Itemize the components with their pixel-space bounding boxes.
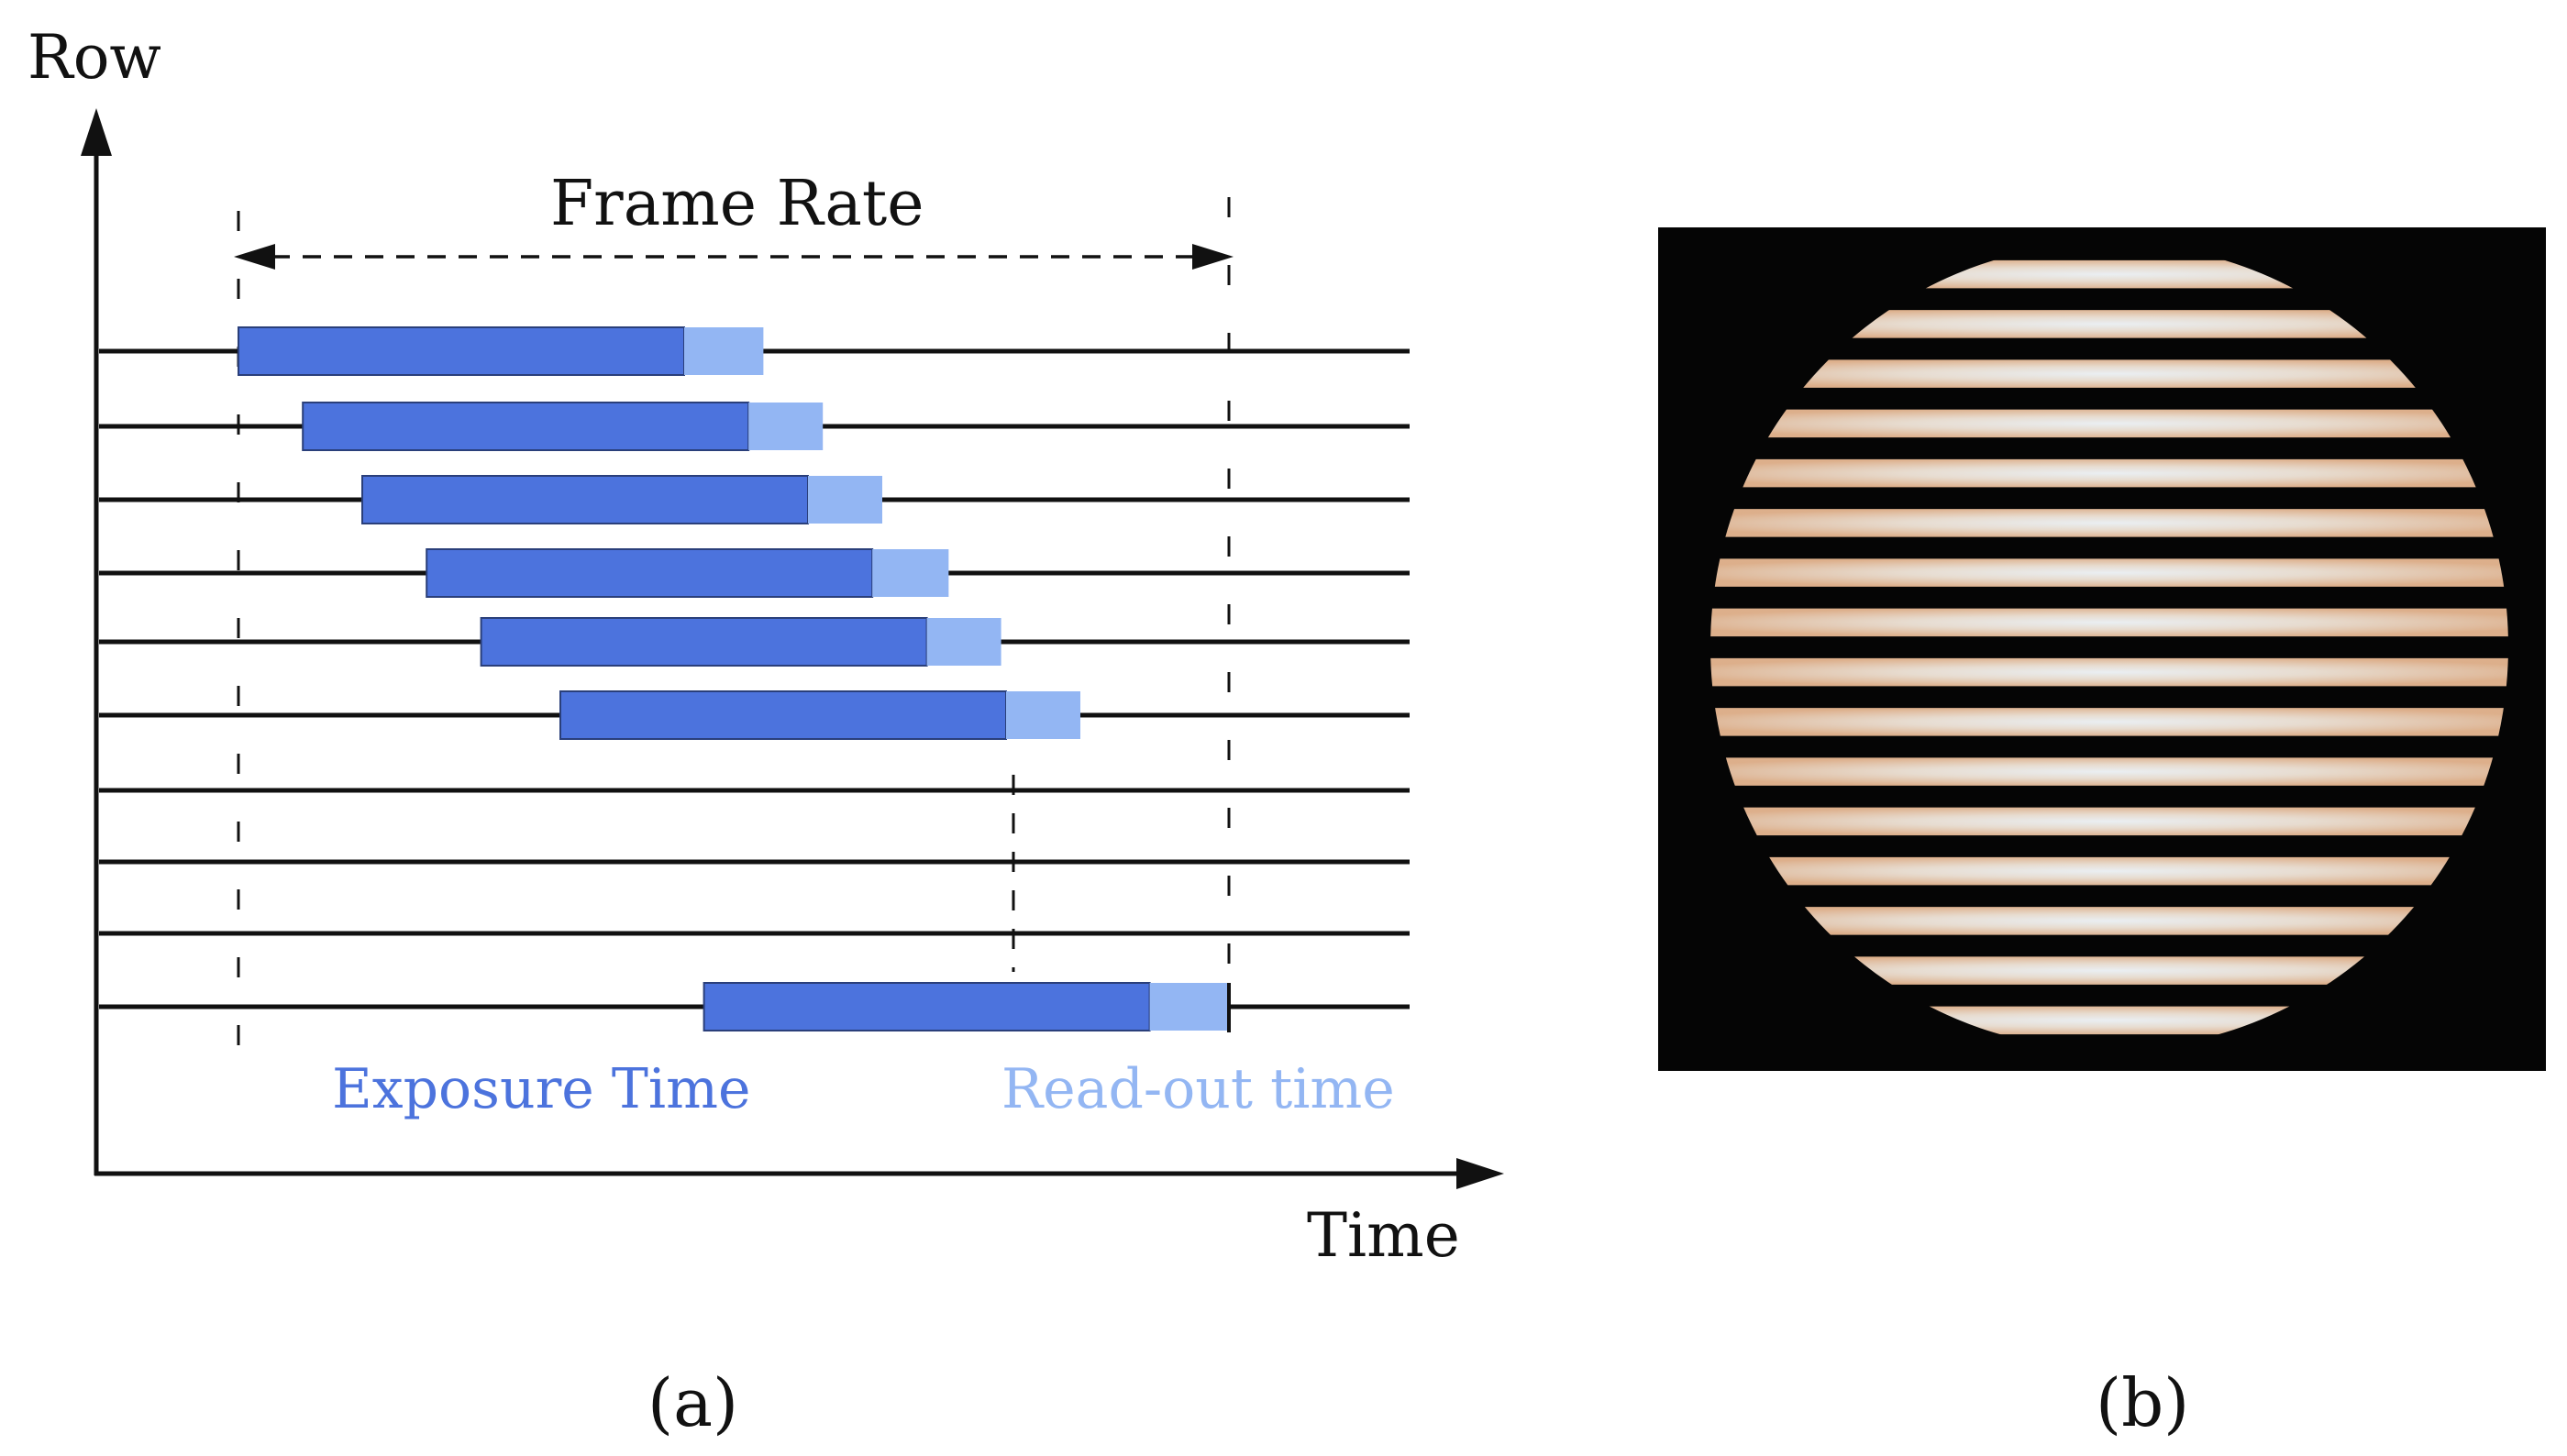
panel-a-timing-diagram: Row Time Frame Rate Exposure Time Read-o…	[28, 22, 1504, 1271]
light-stripe	[1710, 608, 2508, 637]
readout-bar	[684, 327, 764, 375]
exposure-bar	[703, 982, 1151, 1031]
x-axis-label: Time	[1307, 1200, 1460, 1271]
exposure-bars-group	[238, 326, 1231, 1032]
light-stripe	[1710, 856, 2508, 886]
exposure-bar	[302, 402, 750, 451]
y-axis-arrow-icon	[81, 108, 112, 156]
readout-bar	[1149, 983, 1229, 1031]
exposure-bar	[559, 690, 1007, 740]
light-stripe	[1710, 359, 2508, 388]
panel-b-rolling-shutter-image	[1658, 227, 2546, 1071]
light-stripe	[1710, 807, 2508, 836]
light-stripe	[1710, 657, 2508, 687]
light-stripe	[1710, 708, 2508, 736]
light-stripe	[1710, 956, 2508, 985]
light-stripe	[1710, 509, 2508, 537]
light-stripe	[1710, 310, 2508, 338]
light-stripe	[1710, 757, 2508, 786]
exposure-bar	[426, 548, 874, 598]
exposure-bar	[361, 475, 809, 524]
frame-rate-right-arrowhead-icon	[1192, 244, 1234, 270]
light-stripe	[1710, 558, 2508, 587]
exposure-time-label: Exposure Time	[332, 1057, 750, 1121]
image-background	[1658, 227, 2546, 1071]
caption-b: (b)	[2096, 1364, 2189, 1441]
light-stripe	[1710, 458, 2508, 488]
frame-rate-left-arrowhead-icon	[234, 244, 275, 270]
y-axis-label: Row	[28, 22, 161, 93]
readout-bar	[1006, 691, 1080, 739]
readout-bar	[872, 549, 949, 597]
light-stripe	[1710, 907, 2508, 935]
readout-time-label: Read-out time	[1001, 1057, 1395, 1121]
exposure-bar	[238, 326, 685, 376]
x-axis-arrow-icon	[1456, 1158, 1504, 1189]
readout-bar	[748, 403, 824, 450]
readout-bar	[808, 476, 882, 524]
frame-rate-label: Frame Rate	[550, 168, 924, 240]
exposure-bar	[480, 617, 928, 667]
readout-bar	[926, 618, 1001, 666]
light-stripe	[1710, 409, 2508, 438]
caption-a: (a)	[647, 1364, 738, 1441]
